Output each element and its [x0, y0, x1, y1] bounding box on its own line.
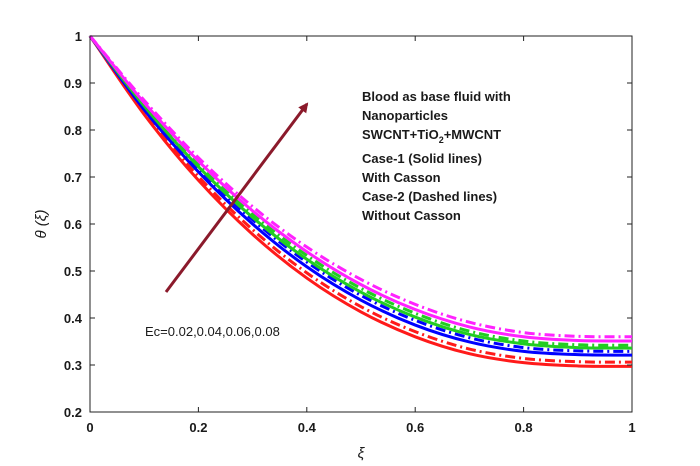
legend-line-3-sub: 2	[439, 135, 444, 145]
series-line-case-2-ec-0_02	[88, 35, 633, 364]
legend-line-3: SWCNT+TiO2+MWCNT	[362, 127, 501, 145]
y-tick-label: 1	[75, 29, 82, 44]
x-tick-label: 0.4	[298, 420, 317, 435]
legend-line-3-pre: SWCNT+TiO	[362, 127, 439, 142]
y-tick-label: 0.5	[64, 264, 82, 279]
y-tick-label: 0.2	[64, 405, 82, 420]
ec-increase-arrow	[164, 102, 309, 293]
plot-area-frame	[89, 35, 633, 413]
series-line-case-1-ec-0_02	[88, 35, 633, 368]
y-tick-label: 0.4	[64, 311, 83, 326]
x-tick-label: 1	[628, 420, 635, 435]
legend-annotation: Blood as base fluid with Nanoparticles S…	[362, 89, 511, 223]
x-axis-label: ξ	[358, 445, 366, 462]
y-tick-label: 0.3	[64, 358, 82, 373]
legend-line-2: Nanoparticles	[362, 108, 448, 123]
y-tick-label: 0.8	[64, 123, 82, 138]
y-axis-ticks: 0.2 0.3 0.4 0.5 0.6 0.7 0.8 0.9 1	[64, 29, 632, 420]
x-tick-label: 0	[86, 420, 93, 435]
y-tick-label: 0.7	[64, 170, 82, 185]
series-line-case-1-ec-0_04	[88, 35, 633, 357]
legend-line-1: Blood as base fluid with	[362, 89, 511, 104]
x-axis-ticks: 0 0.2 0.4 0.6 0.8 1	[86, 36, 636, 435]
x-tick-label: 0.2	[189, 420, 207, 435]
x-tick-label: 0.8	[515, 420, 533, 435]
legend-line-6: Case-2 (Dashed lines)	[362, 189, 497, 204]
y-tick-label: 0.6	[64, 217, 82, 232]
legend-line-5: With Casson	[362, 170, 441, 185]
series-line-case-2-ec-0_08	[88, 35, 633, 339]
y-axis-label: θ (ξ)	[33, 209, 50, 238]
y-tick-label: 0.9	[64, 76, 82, 91]
series-line-case-1-ec-0_06	[88, 35, 633, 350]
legend-line-3-post: +MWCNT	[444, 127, 501, 142]
legend-line-4: Case-1 (Solid lines)	[362, 151, 482, 166]
series-line-case-1-ec-0_08	[88, 35, 633, 343]
x-tick-label: 0.6	[406, 420, 424, 435]
series-lines	[88, 35, 633, 368]
ec-arrow-label: Ec=0.02,0.04,0.06,0.08	[145, 324, 280, 339]
legend-line-7: Without Casson	[362, 208, 461, 223]
